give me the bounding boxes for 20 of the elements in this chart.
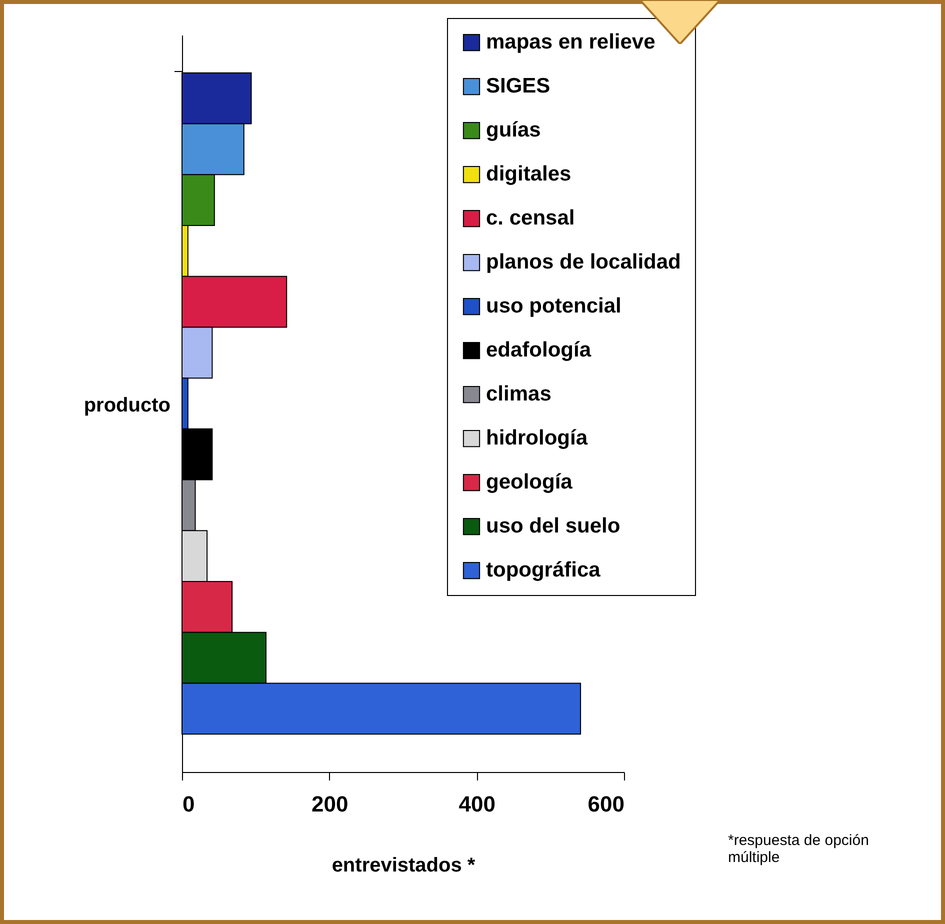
legend-label: topográfica <box>486 558 601 582</box>
legend-label: c. censal <box>486 206 575 230</box>
x-axis-title: entrevistados * <box>332 854 476 876</box>
legend-label: digitales <box>486 162 572 186</box>
legend-label: guías <box>486 118 541 142</box>
legend-label: mapas en relieve <box>486 30 656 54</box>
x-tick-label: 200 <box>311 792 348 816</box>
legend-label: uso del suelo <box>486 514 620 538</box>
y-axis-title: producto <box>84 394 170 416</box>
legend-label: SIGES <box>486 74 550 98</box>
text: *respuesta de opción múltiple <box>728 832 870 866</box>
legend-label: climas <box>486 382 552 406</box>
legend-label: planos de localidad <box>486 250 681 274</box>
x-tick-label: 600 <box>588 792 624 816</box>
legend-label: edafología <box>486 338 592 362</box>
legend-label: uso potencial <box>486 294 622 318</box>
legend-label: hidrología <box>486 426 588 450</box>
x-tick-label: 400 <box>458 792 496 816</box>
x-tick-label: 0 <box>182 792 195 816</box>
legend-label: geología <box>486 470 573 494</box>
